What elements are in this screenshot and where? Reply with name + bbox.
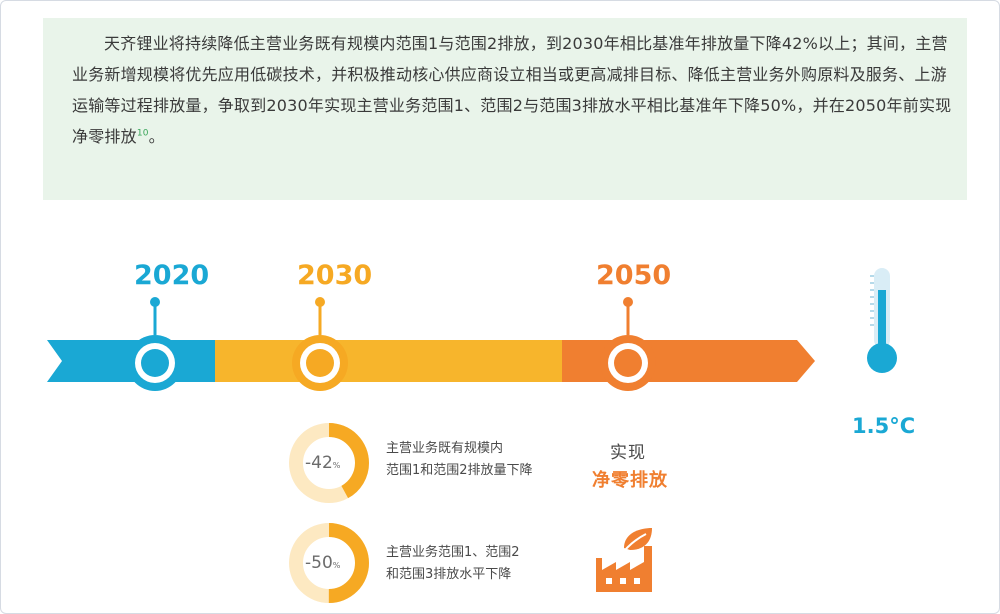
timeline-arrow [47,297,815,391]
milestone-2050-marker [600,297,656,391]
target-desc-50: 主营业务范围1、范围2 和范围3排放水平下降 [386,545,520,582]
timeline-segment-2030 [215,340,562,382]
milestone-2030-marker [292,297,348,391]
factory-leaf-icon [596,528,652,592]
year-2020-label: 2020 [134,260,210,291]
target-arc-42 [289,423,369,503]
footnote-marker[interactable]: 10 [136,128,149,139]
milestone-2020-marker [127,297,183,391]
target-ring-42 [289,423,369,503]
target-value-42: -42% [305,453,341,473]
year-2030-label: 2030 [297,260,373,291]
timeline-segment-2050 [562,340,815,382]
temperature-label: 1.5°C [852,414,916,438]
net-zero-prefix: 实现 [610,443,646,463]
intro-panel: 天齐锂业将持续降低主营业务既有规模内范围1与范围2排放，到2030年相比基准年排… [43,18,967,200]
year-2050-label: 2050 [596,260,672,291]
target-ring-50 [289,523,369,603]
thermometer-icon [867,268,897,373]
target-desc-42: 主营业务既有规模内 范围1和范围2排放量下降 [386,441,533,478]
target-value-50: -50% [305,553,341,573]
intro-paragraph: 天齐锂业将持续降低主营业务既有规模内范围1与范围2排放，到2030年相比基准年排… [72,34,952,146]
net-zero-label: 净零排放 [592,470,668,491]
target-arc-50 [289,523,369,603]
